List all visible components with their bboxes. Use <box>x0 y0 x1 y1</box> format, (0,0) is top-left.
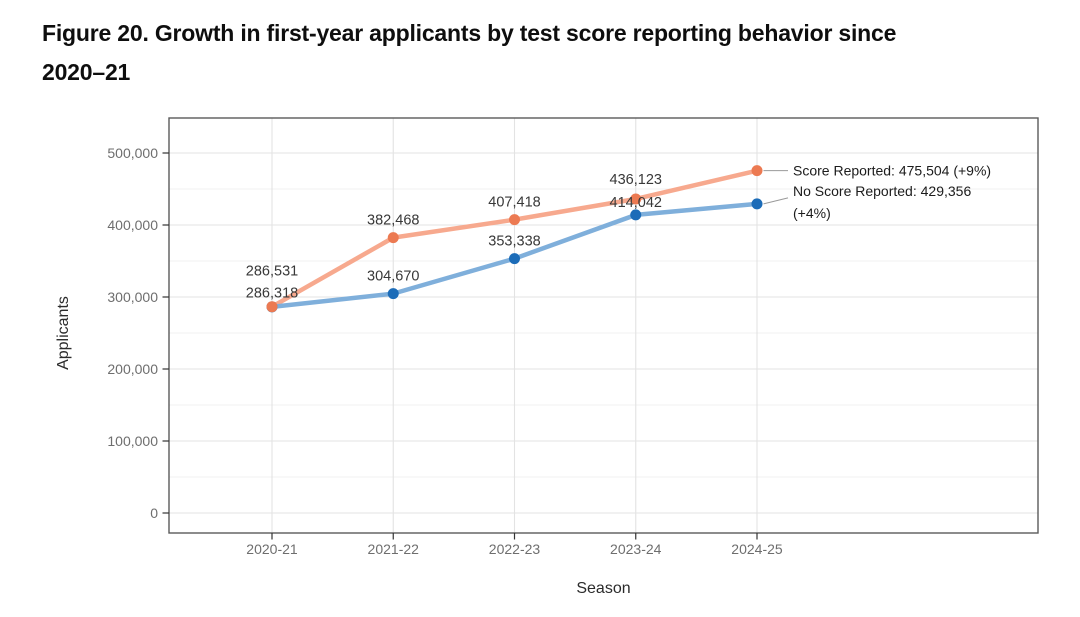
data-point-no-score-reported <box>509 253 520 265</box>
figure-title: Figure 20. Growth in first-year applican… <box>42 14 1032 92</box>
series-annotation: No Score Reported: 429,356 <box>793 183 971 199</box>
series-annotation: Score Reported: 475,504 (+9%) <box>793 163 991 179</box>
data-point-score-reported <box>509 214 520 226</box>
x-tick-label: 2020-21 <box>246 541 298 557</box>
y-tick-label: 0 <box>150 505 158 521</box>
data-point-score-reported <box>630 193 642 205</box>
y-tick-label: 400,000 <box>107 217 158 233</box>
series-annotation: (+4%) <box>793 205 831 221</box>
y-tick-label: 200,000 <box>107 361 158 377</box>
point-value-label: 382,468 <box>367 213 419 229</box>
point-value-label: 304,670 <box>367 269 419 285</box>
data-point-score-reported <box>387 232 399 244</box>
data-point-no-score-reported <box>751 198 763 210</box>
y-tick-label: 500,000 <box>107 145 158 161</box>
y-tick-label: 300,000 <box>107 289 158 305</box>
annotation-leader-line <box>763 197 789 205</box>
data-point-no-score-reported <box>630 209 642 221</box>
point-value-label: 407,418 <box>488 195 540 211</box>
data-point-score-reported <box>751 165 763 177</box>
y-axis-title: Applicants <box>55 296 72 370</box>
x-axis-title: Season <box>576 580 631 597</box>
point-value-label: 414,042 <box>610 195 662 211</box>
data-point-no-score-reported <box>387 288 399 300</box>
x-tick-label: 2023-24 <box>610 541 662 557</box>
point-value-label: 353,338 <box>488 234 540 250</box>
data-point-score-reported <box>266 301 278 313</box>
x-tick-label: 2024-25 <box>731 541 783 557</box>
figure-title-line1: Figure 20. Growth in first-year applican… <box>42 20 897 46</box>
x-tick-label: 2022-23 <box>489 541 541 557</box>
x-tick-label: 2021-22 <box>368 541 420 557</box>
point-value-label: 286,531 <box>246 264 298 280</box>
y-tick-label: 100,000 <box>107 433 158 449</box>
figure-title-line2: 2020–21 <box>42 59 131 85</box>
point-value-label: 436,123 <box>610 172 662 188</box>
point-value-label: 286,318 <box>246 285 298 301</box>
panel-border <box>168 117 1039 534</box>
